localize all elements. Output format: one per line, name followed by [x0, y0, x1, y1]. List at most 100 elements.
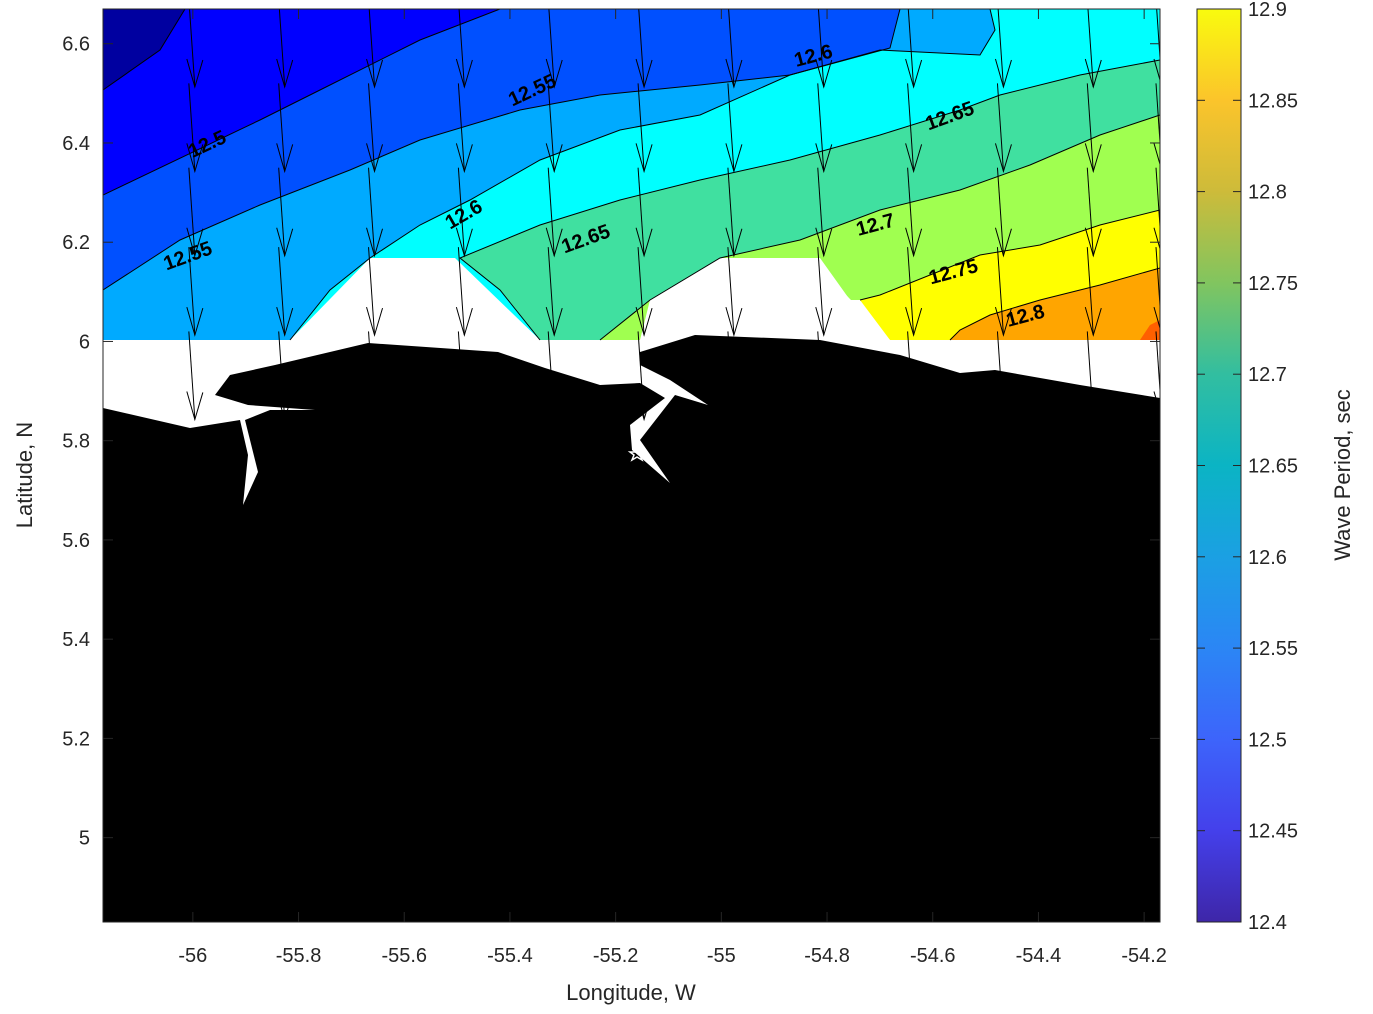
wave-vector: [1153, 247, 1160, 330]
x-axis: -56 -55.8 -55.6 -55.4 -55.2 -55 -54.8 -54.6 -54.…: [178, 9, 1167, 1005]
x-tick-label: -55.2: [593, 945, 639, 967]
band-12-75: [860, 210, 1160, 340]
wave-vector: [276, 247, 294, 337]
y-axis-title: Latitude, N: [12, 422, 37, 528]
wave-vector: [635, 83, 653, 174]
contour-line-12-5: [103, 9, 501, 196]
mask-strip: [103, 340, 1160, 370]
wave-vector: [455, 247, 473, 337]
wave-vector: [186, 167, 204, 258]
wave-vector: [366, 83, 384, 174]
band-12-4: [103, 9, 185, 90]
x-axis-title: Longitude, W: [566, 980, 696, 1005]
y-tick-label: 5.2: [62, 728, 90, 750]
wave-vector: [725, 167, 743, 258]
wave-vector: [725, 83, 743, 174]
wave-vector: [545, 9, 563, 89]
wave-vector: [186, 9, 204, 89]
wave-vector: [1084, 83, 1102, 174]
wave-vector: [545, 247, 563, 337]
wave-vector: [1153, 83, 1160, 167]
wave-vector: [186, 331, 204, 422]
wave-vector: [1153, 167, 1160, 251]
wave-vector: [815, 247, 833, 337]
wave-vector: [455, 9, 473, 89]
wave-vector: [366, 9, 384, 89]
x-tick-label: -54.2: [1121, 945, 1167, 967]
y-tick-label: 6: [79, 331, 90, 353]
wave-vector: [815, 83, 833, 174]
wave-vector: [186, 83, 204, 174]
wave-vector: [905, 83, 923, 174]
y-tick-label: 5.8: [62, 431, 90, 453]
mask-west: [290, 258, 540, 340]
band-12-6: [290, 9, 1160, 340]
contour-line-12-65: [459, 59, 1160, 341]
contour-line-12-8: [949, 267, 1160, 341]
wave-vector: [455, 83, 473, 174]
wave-vector: [994, 83, 1012, 174]
wave-vector: [905, 247, 923, 337]
colorbar-tick-label: 12.5: [1248, 729, 1287, 751]
wave-vector: [1084, 9, 1102, 89]
wave-vector: [455, 167, 473, 258]
wave-vector: [994, 9, 1012, 89]
wave-vector: [366, 247, 384, 337]
wave-vector: [725, 247, 743, 337]
contour-line-12-75: [859, 209, 1160, 301]
y-tick-label: 6.6: [62, 34, 90, 56]
band-12-5: [103, 9, 900, 290]
x-tick-label: -55.8: [276, 945, 322, 967]
wave-vector: [635, 167, 653, 258]
contour-line-12-6: [289, 9, 996, 341]
y-axis: 5 5.2 5.4 5.6 5.8 6 6.2 6.4 6.6 Latitude, N: [12, 34, 1160, 850]
colorbar-tick-label: 12.8: [1248, 182, 1287, 204]
y-tick-label: 5: [79, 828, 90, 850]
wave-vector: [276, 167, 294, 258]
wave-vector: [1153, 9, 1160, 82]
colorbar-tick-label: 12.85: [1248, 90, 1298, 112]
mask-east: [640, 258, 890, 340]
wave-vector: [994, 247, 1012, 337]
wave-vector: [186, 247, 204, 337]
wave-vector: [815, 167, 833, 258]
wave-vector: [366, 167, 384, 258]
x-tick-label: -54.8: [804, 945, 850, 967]
contour-fill: [103, 9, 1160, 370]
wave-vector: [545, 83, 563, 174]
wave-vector: [725, 9, 743, 89]
x-tick-label: -54.6: [910, 945, 956, 967]
band-12-85: [1140, 320, 1160, 340]
colorbar-tick-label: 12.4: [1248, 912, 1287, 934]
land: [103, 335, 1160, 922]
wave-vector: [635, 9, 653, 89]
wave-vector: [1084, 247, 1102, 337]
colorbar-tick-label: 12.6: [1248, 547, 1287, 569]
wave-vector: [276, 83, 294, 174]
colorbar: 12.4 12.45 12.5 12.55 12.6 12.65 12.7 12.75 12.8…: [1196, 0, 1355, 934]
wave-vector: [905, 167, 923, 258]
band-12-55: [103, 9, 995, 340]
wave-vector: [276, 9, 294, 89]
y-tick-label: 5.6: [62, 530, 90, 552]
wave-vector: [635, 247, 653, 337]
band-12-45: [103, 9, 500, 195]
wave-vector: [1084, 167, 1102, 258]
colorbar-tick-label: 12.65: [1248, 456, 1298, 478]
contour-lines: [103, 9, 1160, 341]
y-tick-label: 6.4: [62, 133, 90, 155]
colorbar-tick-label: 12.45: [1248, 821, 1298, 843]
colorbar-title: Wave Period, sec: [1330, 389, 1355, 561]
wave-vector: [815, 9, 833, 89]
colorbar-tick-label: 12.55: [1248, 638, 1298, 660]
wave-vector: [994, 167, 1012, 258]
x-tick-label: -56: [178, 945, 207, 967]
y-tick-label: 5.4: [62, 629, 90, 651]
x-tick-label: -55: [707, 945, 736, 967]
y-tick-label: 6.2: [62, 232, 90, 254]
colorbar-tick-label: 12.7: [1248, 364, 1287, 386]
x-tick-label: -55.4: [487, 945, 533, 967]
contour-line-12-7: [599, 114, 1160, 341]
wave-vector: [905, 9, 923, 89]
